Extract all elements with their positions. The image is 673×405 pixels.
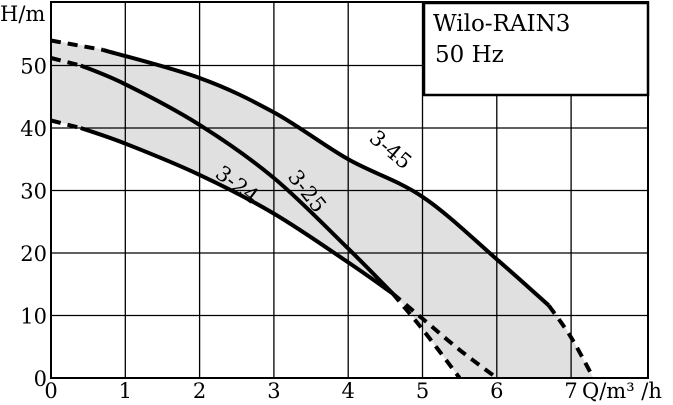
y-tick-label: 40 (20, 117, 47, 141)
plot-frame (50, 1, 649, 379)
x-tick-label: 1 (119, 379, 132, 403)
curve-label-3-45: 3-45 (365, 125, 417, 174)
operating-range-band (51, 40, 594, 378)
curve-3-45-solid (102, 47, 551, 307)
curve-3-24-start-dashed (50, 118, 82, 130)
legend-title: Wilo-RAIN3 (433, 11, 570, 37)
y-tick-labels: 0 10 20 30 40 50 (20, 55, 47, 392)
x-tick-label: 5 (416, 379, 429, 403)
y-tick-label: 0 (34, 367, 47, 391)
legend-box: Wilo-RAIN3 50 Hz (422, 1, 650, 97)
curves (50, 38, 596, 380)
x-tick-label: 2 (193, 379, 206, 403)
curve-3-25-solid (79, 63, 395, 296)
x-axis-label: Q/m³ /h (582, 379, 662, 403)
legend-subtitle: 50 Hz (435, 42, 504, 68)
y-tick-label: 30 (20, 180, 47, 204)
x-tick-labels: 0 1 2 3 4 5 6 7 (44, 379, 577, 403)
y-tick-label: 50 (20, 55, 47, 79)
x-tick-label: 4 (342, 379, 355, 403)
y-tick-label: 10 (20, 305, 47, 329)
curve-3-25-start-dashed (50, 56, 82, 68)
x-tick-label: 0 (44, 379, 57, 403)
curve-3-45-start-dashed (50, 38, 104, 52)
x-tick-label: 6 (490, 379, 503, 403)
y-axis-label: H/m (0, 2, 45, 26)
y-tick-label: 20 (20, 242, 47, 266)
curve-3-24-solid (80, 126, 394, 296)
x-tick-label: 7 (564, 379, 577, 403)
x-tick-label: 3 (267, 379, 280, 403)
curve-3-45-end-dashed (547, 304, 596, 379)
